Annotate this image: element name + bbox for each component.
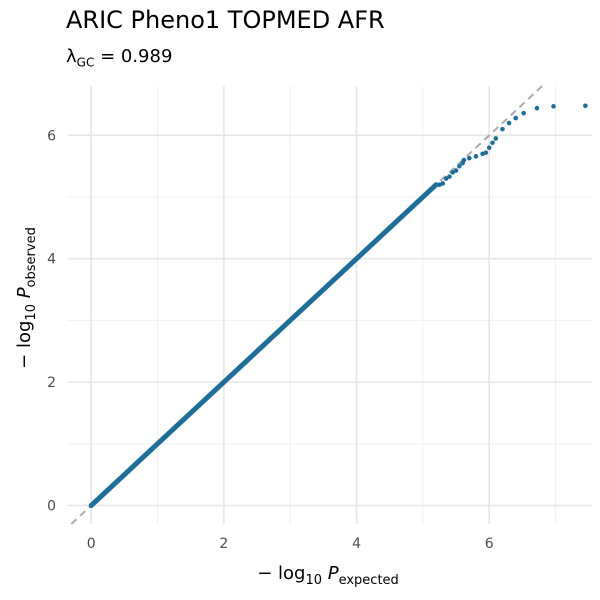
data-point [461, 157, 467, 163]
data-point [551, 104, 556, 109]
data-point [506, 120, 512, 126]
lambda-value: = 0.989 [100, 46, 173, 67]
y-tick-label: 4 [47, 252, 56, 268]
lambda-symbol: λ [66, 46, 77, 67]
x-tick-label: 2 [219, 536, 228, 552]
data-point [521, 110, 526, 116]
data-point [447, 174, 452, 179]
data-point [457, 163, 462, 169]
data-point [513, 115, 519, 121]
x-axis-ticks: 0 2 4 6 [87, 536, 494, 552]
x-axis-title: − log10 Pexpected [257, 563, 399, 588]
y-tick-label: 0 [47, 498, 56, 514]
data-point [473, 154, 479, 159]
y-axis-ticks: 0 2 4 6 [47, 128, 56, 514]
data-point [490, 140, 495, 146]
major-grid [68, 86, 592, 524]
data-point [583, 103, 588, 109]
data-point [493, 136, 499, 141]
y-tick-label: 2 [47, 375, 56, 391]
data-points [437, 103, 588, 188]
y-tick-label: 6 [47, 128, 56, 144]
data-point [453, 168, 459, 173]
x-tick-label: 6 [485, 536, 494, 552]
x-tick-label: 4 [352, 536, 361, 552]
lambda-subscript: GC [76, 55, 95, 70]
data-point [500, 126, 505, 132]
data-point [483, 150, 489, 155]
bulk-points-line [88, 182, 439, 508]
minor-grid [68, 86, 592, 524]
data-point [440, 181, 446, 186]
chart-title: ARIC Pheno1 TOPMED AFR [66, 6, 385, 34]
x-tick-label: 0 [87, 536, 96, 552]
data-point [486, 145, 492, 150]
chart-subtitle: λGC = 0.989 [66, 46, 172, 70]
data-point [534, 105, 540, 111]
data-point [466, 155, 472, 161]
y-axis-title: − log10 Pobserved [14, 227, 39, 369]
